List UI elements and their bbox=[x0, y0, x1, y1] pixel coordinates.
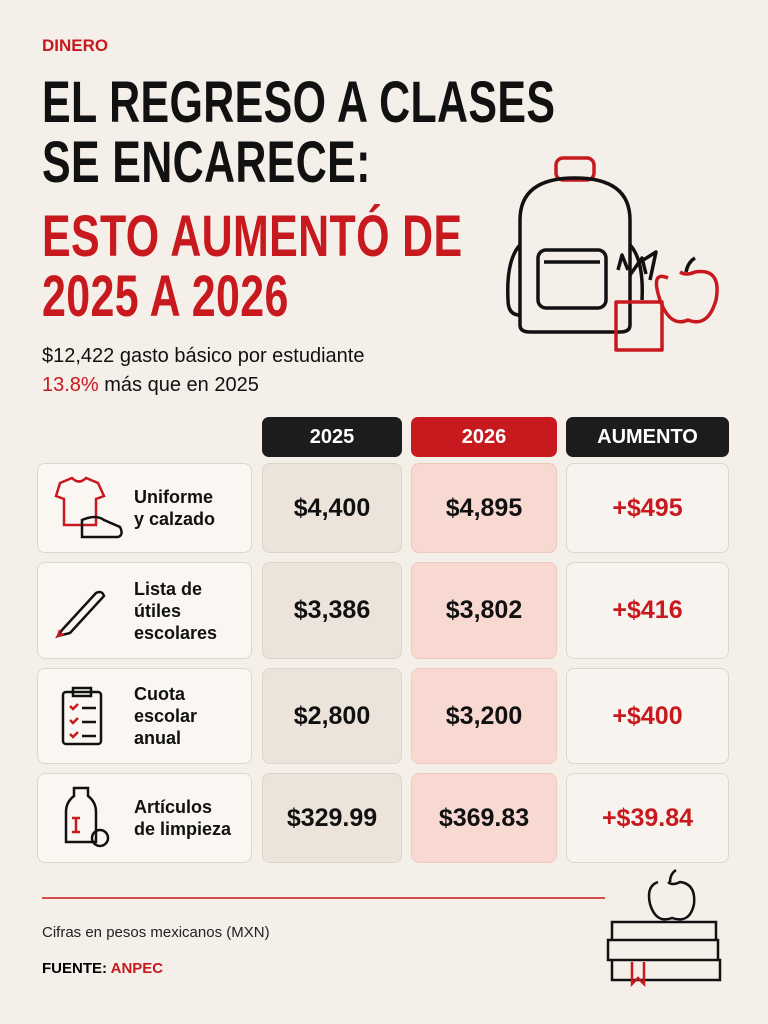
label-line: escolares bbox=[134, 622, 218, 643]
cell: $4,895 bbox=[411, 463, 557, 553]
title-line: SE ENCARECE: bbox=[42, 130, 371, 195]
subtitle-rest: más que en 2025 bbox=[98, 374, 259, 396]
cell: $4,400 bbox=[262, 463, 402, 553]
column-header: 2025 bbox=[262, 417, 402, 457]
title-line: EL REGRESO A CLASES bbox=[42, 70, 556, 135]
label-line: Cuota bbox=[134, 684, 185, 704]
label-line: Artículos bbox=[134, 797, 213, 817]
source-label: FUENTE: bbox=[42, 960, 107, 977]
highlight: 13.8% bbox=[42, 374, 99, 396]
row-label: Cuota escolar anual bbox=[37, 668, 252, 764]
cell: +$416 bbox=[566, 562, 729, 659]
row-label: Uniforme y calzado bbox=[37, 463, 252, 553]
cell: $2,800 bbox=[262, 668, 402, 764]
title-line: 2025 A 2026 bbox=[42, 264, 289, 329]
row-label-text: Artículos de limpieza bbox=[134, 796, 231, 840]
label-line: Uniforme bbox=[134, 487, 214, 507]
cell: $3,386 bbox=[262, 562, 402, 659]
cell: $329.99 bbox=[262, 773, 402, 863]
cell: $3,802 bbox=[411, 562, 557, 659]
row-label-text: Lista de útiles escolares bbox=[134, 578, 217, 644]
label-line: anual bbox=[134, 728, 182, 748]
cell: +$400 bbox=[566, 668, 729, 764]
cell: $369.83 bbox=[411, 773, 557, 863]
column-header: AUMENTO bbox=[566, 417, 729, 457]
label-line: Lista de bbox=[134, 578, 203, 599]
label-line: y calzado bbox=[134, 509, 216, 529]
column-header: 2026 bbox=[411, 417, 557, 457]
title-line: ESTO AUMENTÓ DE bbox=[42, 204, 463, 269]
section: DINERO bbox=[42, 36, 109, 55]
label-line: escolar bbox=[134, 706, 198, 726]
note: Cifras en pesos mexicanos (MXN) bbox=[42, 924, 270, 941]
backpack-icon bbox=[506, 156, 719, 352]
label-line: de limpieza bbox=[134, 819, 232, 839]
source-name: ANPEC bbox=[110, 960, 164, 977]
cell: $3,200 bbox=[411, 668, 557, 764]
row-label-text: Uniforme y calzado bbox=[134, 486, 215, 530]
source: FUENTE: ANPEC bbox=[42, 960, 163, 977]
cell: +$39.84 bbox=[566, 773, 729, 863]
cell: +$495 bbox=[566, 463, 729, 553]
row-label: Artículos de limpieza bbox=[37, 773, 252, 863]
subtitle-2: 13.8% más que en 2025 bbox=[42, 374, 259, 397]
row-label-text: Cuota escolar anual bbox=[134, 683, 197, 749]
subtitle: $12,422 gasto básico por estudiante bbox=[42, 345, 365, 367]
label-line: útiles bbox=[134, 600, 182, 621]
row-label: Lista de útiles escolares bbox=[37, 562, 252, 659]
